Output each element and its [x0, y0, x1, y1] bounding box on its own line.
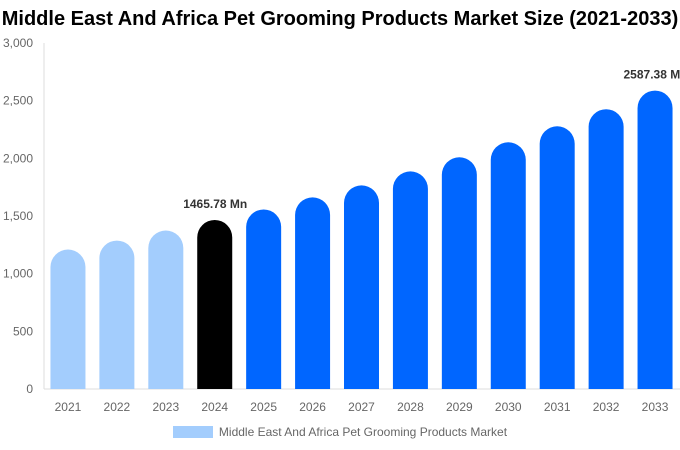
x-tick-label: 2029 [446, 400, 473, 414]
x-tick-label: 2031 [544, 400, 571, 414]
x-tick-label: 2022 [104, 400, 131, 414]
bar-2023 [148, 230, 184, 389]
bar-2028 [392, 171, 428, 389]
x-tick-label: 2028 [397, 400, 424, 414]
bar-2032 [588, 109, 624, 390]
x-tick-label: 2024 [201, 400, 228, 414]
x-tick-label: 2032 [593, 400, 620, 414]
x-tick-label: 2026 [299, 400, 326, 414]
data-label: 2587.38 Mn [624, 68, 680, 82]
bar-2022 [99, 240, 135, 389]
bar-2030 [490, 142, 526, 389]
y-tick-label: 0 [26, 382, 33, 396]
y-tick-label: 500 [13, 324, 33, 338]
data-label: 1465.78 Mn [183, 197, 247, 211]
bar-2026 [295, 197, 331, 389]
chart-title: Middle East And Africa Pet Grooming Prod… [1, 8, 679, 30]
x-tick-label: 2030 [495, 400, 522, 414]
y-tick-label: 1,500 [3, 209, 33, 223]
y-tick-label: 2,000 [3, 151, 33, 165]
x-tick-label: 2027 [348, 400, 375, 414]
y-tick-label: 1,000 [3, 267, 33, 281]
bar-2029 [441, 157, 477, 389]
x-tick-label: 2033 [642, 400, 669, 414]
y-tick-label: 2,500 [3, 94, 33, 108]
legend[interactable]: Middle East And Africa Pet Grooming Prod… [0, 425, 680, 439]
x-tick-label: 2021 [55, 400, 82, 414]
legend-label: Middle East And Africa Pet Grooming Prod… [218, 425, 508, 439]
bar-2033 [637, 90, 673, 389]
legend-swatch [172, 426, 213, 438]
bar-2027 [344, 185, 379, 389]
y-tick-label: 3,000 [3, 36, 33, 50]
x-tick-label: 2025 [250, 400, 277, 414]
bar-2025 [246, 209, 282, 389]
x-tick-label: 2023 [152, 400, 179, 414]
bar-2021 [50, 249, 86, 389]
bar-2024 [197, 219, 233, 389]
bar-2031 [539, 126, 575, 389]
